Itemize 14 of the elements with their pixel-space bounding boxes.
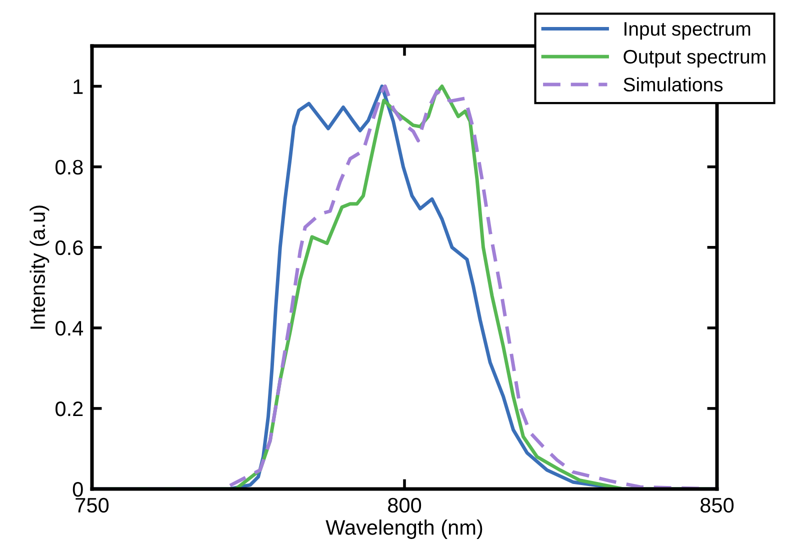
x-tick-label: 850 (700, 498, 734, 513)
legend-label: Input spectrum (624, 22, 750, 40)
y-tick-label: 1 (74, 79, 83, 94)
y-tick-label: 0 (72, 482, 83, 497)
y-axis-title: Intensity (a.u) (30, 206, 50, 329)
y-tick-label: 0.6 (56, 240, 83, 256)
x-tick-label: 800 (388, 498, 422, 513)
y-tick-label: 0.2 (56, 401, 83, 416)
legend-label: Simulations (624, 77, 723, 92)
y-tick-label: 0.8 (56, 160, 83, 175)
x-tick-label: 750 (76, 498, 109, 513)
x-axis-title: Wavelength (nm) (326, 520, 482, 539)
y-tick-label: 0.4 (56, 320, 84, 336)
legend-label: Output spectrum (624, 50, 766, 68)
